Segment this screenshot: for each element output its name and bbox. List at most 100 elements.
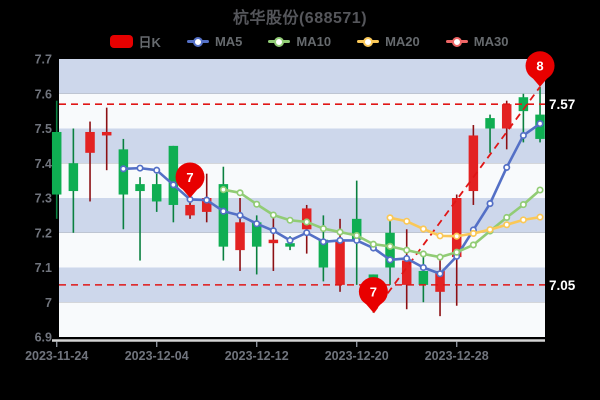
candle-body	[485, 118, 495, 129]
ma5-point	[203, 196, 211, 204]
candle-body	[51, 131, 62, 195]
candle-body	[135, 184, 145, 192]
y-axis-label: 7.4	[35, 157, 52, 171]
candlestick[interactable]	[485, 114, 495, 153]
chart-title: 杭华股份(688571)	[232, 10, 368, 27]
candlestick[interactable]	[85, 121, 95, 202]
ma20-point	[469, 229, 477, 237]
marker-pin-circle	[175, 162, 205, 192]
x-axis-label: 2023-12-12	[225, 349, 289, 363]
ma5-point	[503, 163, 511, 171]
ma20-point	[436, 232, 444, 240]
legend-item-label: MA20	[385, 34, 420, 49]
candle-body	[451, 198, 462, 258]
candle-body	[268, 239, 279, 244]
candlestick[interactable]	[468, 125, 479, 205]
candle-body	[468, 135, 479, 192]
candle-body	[218, 184, 229, 247]
grid-stripe	[59, 93, 545, 129]
marker-pin-7[interactable]: 7	[175, 162, 205, 199]
candle-body	[518, 97, 529, 112]
ma20-point	[403, 217, 411, 225]
y-axis-label: 7.2	[35, 226, 52, 240]
ma10-legend-swatch-icon	[268, 35, 291, 48]
y-axis-label: 7.7	[35, 53, 52, 67]
ma5-point	[119, 165, 127, 173]
candlestick[interactable]	[418, 253, 429, 303]
ma20-point	[453, 232, 461, 240]
grid-stripe	[59, 128, 545, 164]
ma10-point	[369, 240, 377, 248]
ma10-point	[253, 200, 261, 208]
ma10-point	[386, 242, 394, 250]
legend-item-ma5[interactable]: MA5	[186, 34, 243, 49]
candle-body	[251, 222, 262, 247]
candlestick[interactable]	[435, 257, 445, 317]
ma5-point	[419, 263, 427, 272]
ma5-point	[286, 236, 294, 244]
ma20-point	[386, 214, 394, 222]
ma5-point	[386, 256, 394, 264]
candlestick[interactable]	[235, 198, 245, 271]
ma10-point	[353, 231, 361, 240]
candle-body	[285, 243, 295, 247]
grid-stripe	[59, 59, 545, 94]
legend-item-label: MA30	[473, 34, 509, 49]
ma5-point	[336, 236, 344, 244]
candle-body	[435, 270, 445, 292]
marker-pin-8[interactable]: 8	[525, 51, 555, 87]
x-axis-label: 2023-11-24	[25, 349, 88, 363]
candlestick[interactable]	[268, 215, 279, 271]
marker-pin-label: 7	[370, 284, 377, 299]
candlestick[interactable]	[101, 107, 112, 171]
ma10-point	[419, 250, 427, 258]
ma5-point	[269, 227, 277, 235]
y-axis-label: 6.9	[35, 331, 52, 345]
ma5-point	[153, 166, 161, 174]
candle-body	[235, 222, 245, 251]
candle-body	[418, 270, 429, 285]
candlestick[interactable]	[68, 128, 79, 233]
ma10-point	[286, 216, 294, 224]
ma10-point	[403, 246, 411, 254]
candlestick[interactable]	[135, 177, 145, 261]
candle-body	[351, 218, 362, 240]
candle-body	[151, 184, 162, 202]
ma5-point	[169, 181, 177, 189]
candlestick[interactable]	[51, 100, 62, 219]
ma20-point	[536, 213, 544, 221]
candle-body	[185, 204, 195, 216]
ma10-point	[436, 253, 444, 261]
ma10-point	[219, 186, 227, 194]
ma20-legend-swatch-icon	[357, 35, 380, 48]
ma5-point	[536, 120, 544, 128]
candlestick[interactable]	[385, 215, 395, 285]
reference-line-label: 7.57	[549, 97, 575, 112]
marker-pin-7[interactable]: 7	[358, 277, 388, 313]
ma5-point	[236, 211, 244, 219]
candle-body	[85, 131, 95, 153]
ma10-line	[219, 186, 544, 261]
candlestick[interactable]	[501, 100, 512, 150]
candle-body	[401, 260, 412, 285]
ma10-point	[269, 211, 277, 219]
y-axis-label: 7.6	[35, 87, 52, 101]
marker-pin-label: 7	[186, 170, 193, 185]
legend-item-ma30[interactable]: MA30	[445, 34, 509, 49]
ma10-point	[469, 241, 477, 249]
ma10-point	[303, 218, 311, 226]
candlestick[interactable]	[151, 173, 162, 212]
ma10-point	[536, 186, 544, 194]
legend-item-label: MA5	[214, 34, 243, 49]
ma10-point	[453, 248, 461, 256]
marker-pin-circle	[358, 277, 388, 307]
legend-item-kline[interactable]: 日K	[109, 32, 161, 51]
legend-item-ma20[interactable]: MA20	[357, 34, 420, 49]
grid-stripe	[59, 302, 545, 337]
legend-item-ma10[interactable]: MA10	[268, 34, 331, 49]
candlestick[interactable]	[401, 229, 412, 310]
ma20-point	[486, 226, 494, 234]
y-axis-label: 7.5	[35, 122, 52, 136]
